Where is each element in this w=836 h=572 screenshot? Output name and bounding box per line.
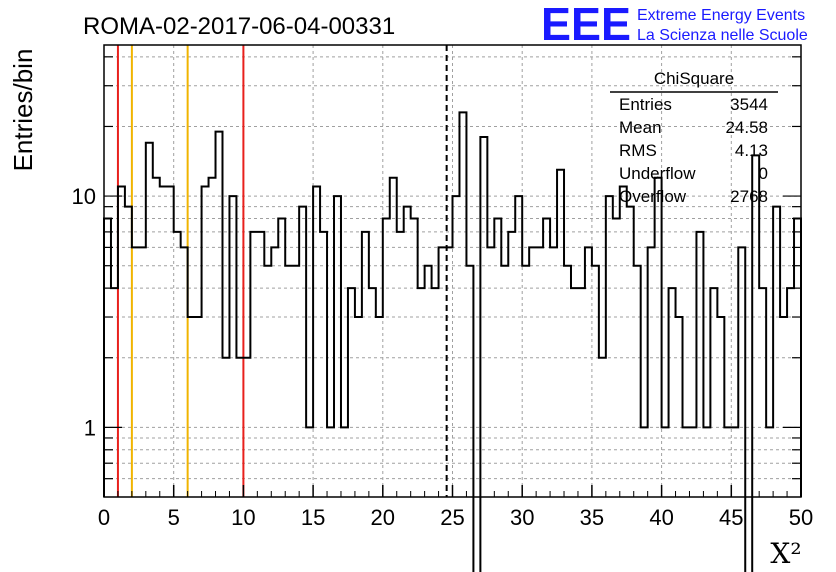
x-tick-label: 50	[789, 505, 813, 530]
x-tick-label: 30	[510, 505, 534, 530]
x-tick-label: 35	[580, 505, 604, 530]
stats-label: Overflow	[619, 187, 687, 206]
histogram-step-line	[103, 111, 802, 572]
y-tick-label: 1	[84, 415, 96, 440]
x-tick-label: 10	[231, 505, 255, 530]
run-title: ROMA-02-2017-06-04-00331	[83, 13, 395, 40]
x-tick-label: 20	[371, 505, 395, 530]
stats-label: Underflow	[619, 164, 696, 183]
logo-mark: EEE	[541, 0, 631, 50]
stats-label: RMS	[619, 141, 657, 160]
x-tick-label: 0	[98, 505, 110, 530]
eee-logo: EEE Extreme Energy Events La Scienza nel…	[541, 0, 808, 50]
x-tick-label: 40	[649, 505, 673, 530]
stats-title: ChiSquare	[654, 69, 734, 88]
x-tick-label: 25	[440, 505, 464, 530]
stats-rows: Entries 3544 Mean 24.58 RMS 4.13 Underflow 0 Ove…	[619, 95, 768, 206]
stats-label: Mean	[619, 118, 662, 137]
x-tick-label: 5	[168, 505, 180, 530]
axes: 0 5 10 15 20 25 30 35 40 45 50 1 10	[72, 56, 813, 530]
stats-value: 24.58	[725, 118, 768, 137]
x-tick-label: 15	[301, 505, 325, 530]
x-tick-label: 45	[719, 505, 743, 530]
stats-value: 0	[759, 164, 768, 183]
x-axis-label: X²	[770, 537, 801, 570]
stats-label: Entries	[619, 95, 672, 114]
stats-value: 4.13	[735, 141, 768, 160]
stats-box: ChiSquare Entries 3544 Mean 24.58 RMS 4.13 Und…	[610, 69, 778, 206]
logo-line-2: La Scienza nelle Scuole	[637, 27, 808, 44]
stats-value: 2768	[730, 187, 768, 206]
logo-line-1: Extreme Energy Events	[637, 7, 805, 24]
y-axis-label: Entries/bin	[8, 49, 38, 172]
y-tick-label: 10	[72, 184, 96, 209]
stats-value: 3544	[730, 95, 768, 114]
